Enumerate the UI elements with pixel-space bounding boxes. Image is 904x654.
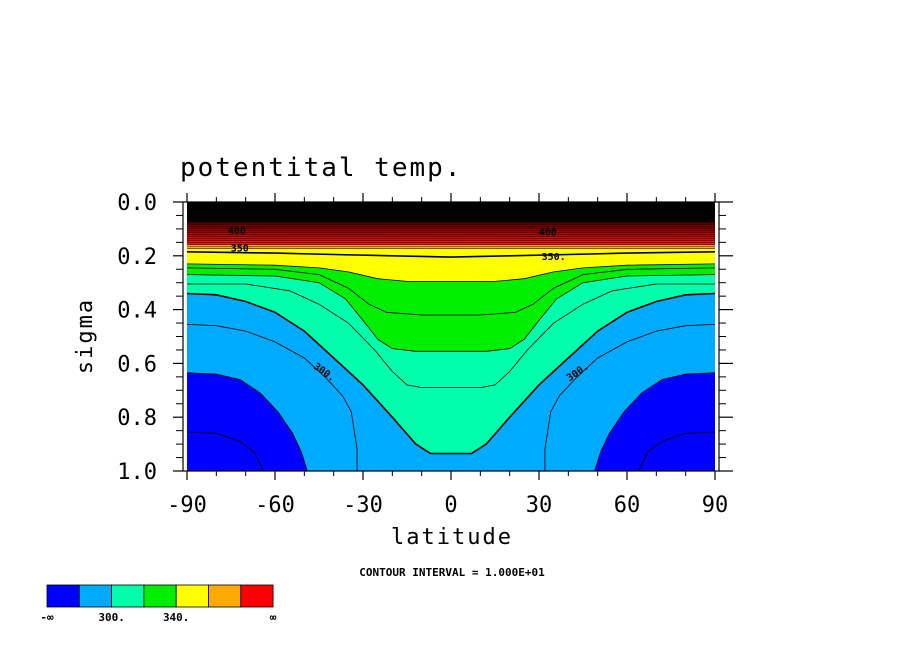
chart-title: potentital temp. — [180, 153, 462, 183]
y-tick-label-0: 0.0 — [117, 191, 157, 216]
y-tick-label-3: 0.6 — [117, 352, 157, 377]
band-top-black — [187, 202, 715, 223]
contour-label-5: 400 — [539, 228, 557, 239]
legend-swatch-6 — [240, 584, 274, 608]
contour-line-310-7 — [187, 283, 715, 388]
axis-ticks: -90 -60 -30 0 30 60 90 0.0 0.2 0.4 0.6 0.8 1.0 — [117, 191, 733, 518]
legend-label-0: -∞ — [40, 611, 54, 624]
contour-line-290-5 — [544, 324, 715, 471]
contour-label-4: 400 — [228, 226, 246, 237]
contour-label-6: 550 — [465, 205, 483, 216]
legend-swatch-0 — [46, 584, 80, 608]
y-axis-label: sigma — [73, 298, 98, 374]
contour-label-2: 350 — [231, 244, 249, 255]
y-tick-label-2: 0.4 — [117, 299, 157, 324]
contour-label-3: 350. — [542, 252, 566, 263]
legend-swatch-4 — [175, 584, 209, 608]
contour-line-270-1 — [638, 431, 715, 471]
legend-label-3: ∞ — [270, 611, 277, 624]
contour-line-340-10 — [187, 263, 715, 282]
contour-lines — [187, 251, 715, 471]
contour-line-280-2 — [187, 372, 308, 471]
legend-swatch-1 — [78, 584, 113, 608]
x-tick-label-2: -30 — [343, 493, 383, 518]
contour-interval-note: CONTOUR INTERVAL = 1.000E+01 — [359, 566, 545, 579]
contour-line-280-3 — [594, 372, 715, 471]
y-tick-label-4: 0.8 — [117, 406, 157, 431]
y-tick-label-1: 0.2 — [117, 245, 157, 270]
contour-line-290-4 — [187, 324, 358, 471]
x-tick-label-4: 30 — [526, 493, 553, 518]
x-tick-label-3: 0 — [444, 493, 457, 518]
color-legend: -∞ 300. 340. ∞ — [40, 584, 277, 624]
legend-swatch-5 — [208, 584, 242, 608]
band-below-280-right — [594, 372, 715, 471]
upper-atmosphere-bands — [187, 202, 715, 250]
legend-swatch-2 — [111, 584, 145, 608]
y-tick-label-5: 1.0 — [117, 460, 157, 485]
contour-line-270-0 — [187, 431, 264, 471]
legend-swatch-3 — [143, 584, 177, 608]
x-tick-label-0: -90 — [167, 493, 207, 518]
x-tick-label-5: 60 — [614, 493, 641, 518]
legend-label-2: 340. — [163, 611, 190, 624]
band-below-280-left — [187, 372, 308, 471]
contour-line-350-11 — [187, 251, 715, 258]
x-tick-label-1: -60 — [255, 493, 295, 518]
legend-label-1: 300. — [98, 611, 125, 624]
x-axis-label: latitude — [391, 525, 513, 550]
x-tick-label-6: 90 — [702, 493, 729, 518]
contour-line-320-8 — [187, 274, 715, 352]
contour-line-300-6 — [187, 292, 715, 455]
contour-line-330-9 — [187, 267, 715, 316]
